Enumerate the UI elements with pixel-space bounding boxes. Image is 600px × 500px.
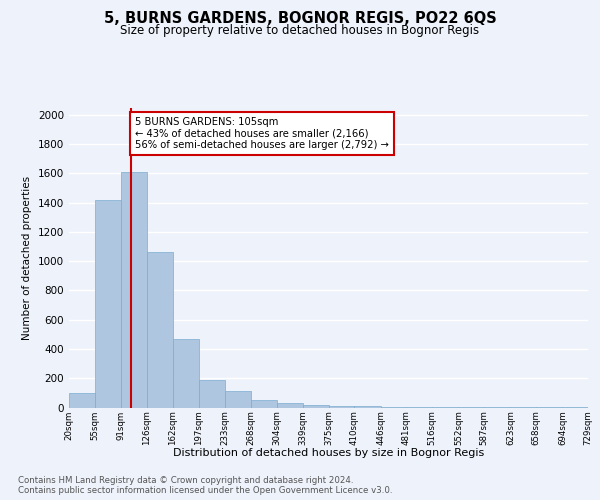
Bar	[69, 393, 95, 407]
Bar	[277, 403, 302, 407]
Bar	[355, 406, 381, 408]
Bar	[381, 406, 406, 408]
Text: Distribution of detached houses by size in Bognor Regis: Distribution of detached houses by size …	[173, 448, 484, 458]
Text: Contains HM Land Registry data © Crown copyright and database right 2024.: Contains HM Land Registry data © Crown c…	[18, 476, 353, 485]
Bar	[329, 406, 355, 407]
Bar	[173, 338, 199, 407]
Bar	[251, 400, 277, 407]
Bar	[406, 407, 432, 408]
Text: Contains public sector information licensed under the Open Government Licence v3: Contains public sector information licen…	[18, 486, 392, 495]
Bar	[225, 390, 251, 407]
Bar	[302, 405, 329, 407]
Text: 5, BURNS GARDENS, BOGNOR REGIS, PO22 6QS: 5, BURNS GARDENS, BOGNOR REGIS, PO22 6QS	[104, 11, 496, 26]
Text: Size of property relative to detached houses in Bognor Regis: Size of property relative to detached ho…	[121, 24, 479, 37]
Y-axis label: Number of detached properties: Number of detached properties	[22, 176, 32, 340]
Bar	[95, 200, 121, 408]
Bar	[146, 252, 173, 408]
Bar	[199, 380, 225, 407]
Text: 5 BURNS GARDENS: 105sqm
← 43% of detached houses are smaller (2,166)
56% of semi: 5 BURNS GARDENS: 105sqm ← 43% of detache…	[135, 116, 389, 150]
Bar	[121, 172, 146, 408]
